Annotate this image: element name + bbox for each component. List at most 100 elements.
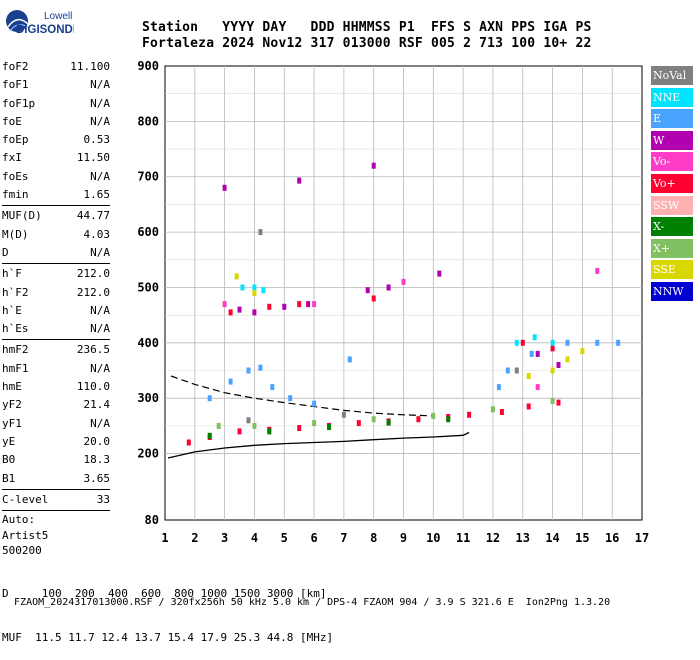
legend-nne: NNE bbox=[651, 87, 693, 107]
param-row-m-d-: M(D) 4.03 bbox=[2, 226, 110, 244]
separator bbox=[2, 488, 110, 490]
param-name: fmin bbox=[2, 188, 29, 202]
point-vo- bbox=[297, 425, 302, 432]
param-row-h-f2: h`F2 212.0 bbox=[2, 284, 110, 302]
point-w bbox=[282, 303, 287, 310]
point-w bbox=[386, 284, 391, 291]
point-vo- bbox=[499, 409, 504, 415]
param-value: 4.03 bbox=[83, 227, 111, 241]
point-vo- bbox=[312, 301, 317, 308]
point-e bbox=[616, 339, 621, 346]
point-noval bbox=[258, 229, 263, 236]
point-w bbox=[222, 184, 227, 191]
autoscale-text: Auto: bbox=[2, 513, 36, 527]
autoscale-text: Artist5 bbox=[2, 528, 49, 542]
y-tick-label: 500 bbox=[137, 280, 159, 294]
point-vo- bbox=[401, 278, 406, 285]
point-vo- bbox=[520, 339, 525, 346]
param-value: N/A bbox=[90, 245, 110, 259]
point-nne bbox=[261, 287, 266, 294]
point-e bbox=[246, 367, 251, 374]
point-x- bbox=[207, 432, 212, 439]
param-row-hme: hmE 110.0 bbox=[2, 378, 110, 396]
separator bbox=[2, 339, 110, 341]
y-tick-label: 300 bbox=[137, 391, 159, 405]
param-row-yf1: yF1 N/A bbox=[2, 415, 110, 433]
legend-x-: X- bbox=[651, 217, 693, 237]
y-tick-label: 700 bbox=[137, 170, 159, 184]
point-e bbox=[505, 367, 510, 374]
separator bbox=[2, 263, 110, 265]
point-w bbox=[535, 350, 540, 357]
profile-solid-line bbox=[167, 431, 470, 459]
param-row-b0: B0 18.3 bbox=[2, 451, 110, 469]
param-name: hmF2 bbox=[2, 343, 29, 357]
param-value: 11.100 bbox=[70, 60, 110, 73]
point-nne bbox=[252, 284, 257, 291]
point-sse bbox=[550, 367, 555, 374]
param-row-h-f: h`F 212.0 bbox=[2, 265, 110, 283]
point-x- bbox=[267, 428, 272, 435]
param-name: h`E bbox=[2, 303, 22, 317]
param-value: 33 bbox=[96, 492, 110, 506]
param-name: yE bbox=[2, 434, 16, 448]
param-name: foEs bbox=[2, 169, 29, 183]
ionogram-plot: 1 2 3 4 5 6 7 8 9 10 11 12 13 14 15 16 17802003004005006… bbox=[137, 59, 649, 545]
point-w bbox=[237, 306, 242, 313]
point-e bbox=[347, 356, 352, 363]
y-tick-label: 400 bbox=[137, 336, 159, 350]
point-sse bbox=[526, 373, 531, 379]
param-value: 44.77 bbox=[76, 209, 110, 223]
x-tick-label: 15 bbox=[575, 531, 589, 545]
point-e bbox=[565, 339, 570, 346]
param-row-yf2: yF2 21.4 bbox=[2, 396, 110, 414]
logo-line2: DIGISONDE bbox=[16, 24, 74, 36]
separator bbox=[2, 205, 110, 207]
legend-x-: X+ bbox=[651, 238, 693, 258]
x-tick-label: 7 bbox=[340, 531, 347, 545]
param-name: hmE bbox=[2, 380, 22, 394]
distance-row: D 100 200 400 600 800 1000 1500 3000 [km… bbox=[2, 587, 327, 600]
param-name: M(D) bbox=[2, 227, 29, 241]
x-tick-label: 3 bbox=[221, 531, 228, 545]
point-nne bbox=[240, 284, 245, 291]
param-row-hmf2: hmF2 236.5 bbox=[2, 341, 110, 359]
x-tick-label: 17 bbox=[635, 531, 649, 545]
point-sse bbox=[580, 348, 585, 355]
point-w bbox=[252, 309, 257, 316]
x-tick-label: 1 bbox=[161, 531, 168, 545]
x-tick-label: 8 bbox=[370, 531, 377, 545]
point-vo- bbox=[535, 384, 540, 391]
point-x- bbox=[216, 422, 221, 429]
point-w bbox=[437, 270, 442, 277]
param-name: foF1p bbox=[2, 96, 36, 110]
footer-file-info: FZAOM_2024317013000.RSF / 320fx256h 50 k… bbox=[14, 597, 514, 608]
param-value: 1.65 bbox=[83, 188, 111, 202]
point-w bbox=[556, 362, 561, 368]
param-value: N/A bbox=[90, 169, 110, 183]
point-sse bbox=[252, 290, 257, 296]
param-value: 110.0 bbox=[76, 380, 110, 394]
point-vo- bbox=[186, 439, 191, 446]
point-vo- bbox=[237, 428, 242, 435]
point-vo- bbox=[595, 267, 600, 274]
y-tick-label: 200 bbox=[137, 447, 159, 461]
point-vo- bbox=[222, 301, 227, 308]
point-x- bbox=[446, 416, 451, 423]
legend-noval: NoVal bbox=[651, 66, 693, 85]
point-noval bbox=[514, 367, 519, 374]
point-e bbox=[595, 339, 600, 346]
point-vo- bbox=[526, 403, 531, 410]
param-name: h`F bbox=[2, 267, 22, 281]
header-labels: Station YYYY DAY DDD HHMMSS P1 FFS S AXN… bbox=[142, 20, 592, 35]
point-x- bbox=[431, 412, 436, 419]
param-value: N/A bbox=[90, 416, 110, 430]
param-row-d: D N/A bbox=[2, 244, 110, 262]
footer-version: Ion2Png 1.3.20 bbox=[525, 597, 611, 608]
param-name: h`F2 bbox=[2, 285, 29, 299]
x-tick-label: 4 bbox=[251, 531, 258, 545]
param-row-h-e: h`E N/A bbox=[2, 302, 110, 320]
point-noval bbox=[341, 411, 346, 418]
param-name: C-level bbox=[2, 492, 49, 506]
param-row-fxi: fxI 11.50 bbox=[2, 149, 110, 167]
